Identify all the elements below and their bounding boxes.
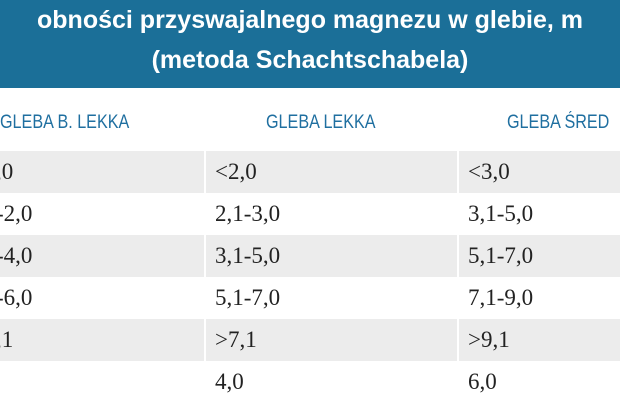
title-line: obności przyswajalnego magnezu w glebie,… — [37, 6, 583, 34]
table-row — [0, 235, 620, 277]
column-header: GLEBA ŚRED — [507, 112, 610, 133]
table-cell: 4,0 — [215, 369, 244, 394]
table-row — [0, 361, 620, 403]
table-row — [0, 193, 620, 235]
table-cell: 5,1-7,0 — [215, 285, 281, 310]
table-cell: 3,1-5,0 — [468, 201, 534, 226]
title-band — [0, 0, 620, 88]
column-divider — [204, 150, 206, 413]
table-cell: 3,1-5,0 — [215, 243, 281, 268]
table-cell: -4,0 — [0, 243, 33, 268]
table-row — [0, 151, 620, 193]
table-cell: -2,0 — [0, 201, 33, 226]
table-cell: <3,0 — [468, 159, 510, 184]
table-cell: <2,0 — [215, 159, 257, 184]
table-cell: 5,1-7,0 — [468, 243, 534, 268]
table-cell: -6,0 — [0, 285, 33, 310]
column-header: GLEBA B. LEKKA — [0, 112, 130, 133]
table-row — [0, 277, 620, 319]
title-line: (metoda Schachtschabela) — [151, 46, 469, 74]
table-cell: >7,1 — [215, 327, 257, 352]
table-row — [0, 319, 620, 361]
column-divider — [457, 150, 459, 413]
table-cell: ,0 — [0, 159, 14, 184]
table-cell: 2,1-3,0 — [215, 201, 281, 226]
table-cell: ,1 — [0, 327, 14, 352]
table-cell: 6,0 — [468, 369, 497, 394]
table-cell: >9,1 — [468, 327, 510, 352]
table-cell: 7,1-9,0 — [468, 285, 534, 310]
column-header: GLEBA LEKKA — [266, 112, 376, 133]
